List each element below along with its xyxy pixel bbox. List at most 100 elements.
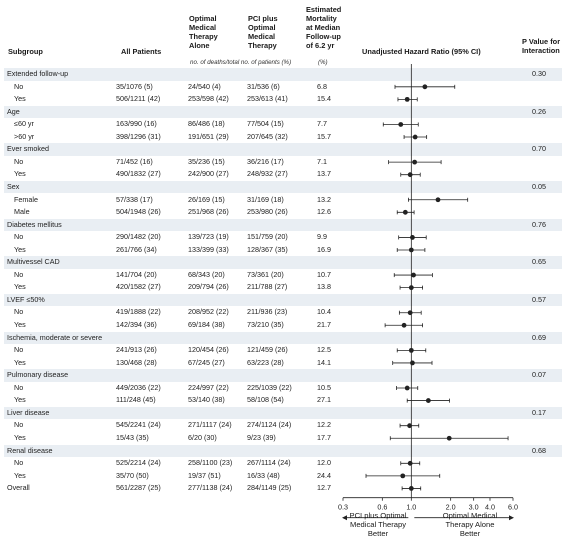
table-row: Yes 111/248 (45) 53/140 (38) 58/108 (54) 27.… bbox=[4, 394, 562, 407]
table-row: Yes 261/766 (34) 133/399 (33) 128/367 (35) 1… bbox=[4, 244, 562, 257]
x-tick-label: 3.0 bbox=[469, 503, 479, 512]
row-label: No bbox=[14, 420, 24, 430]
all-patients-cell: 290/1482 (20) bbox=[116, 232, 161, 242]
pci-cell: 121/459 (26) bbox=[247, 345, 288, 355]
row-label: No bbox=[14, 269, 24, 279]
subgroup-header: Subgroup bbox=[8, 47, 43, 56]
mortality-cell: 12.0 bbox=[317, 458, 331, 468]
mortality-cell: 27.1 bbox=[317, 395, 331, 405]
mortality-header: Estimated Mortality at Median Follow-up … bbox=[306, 5, 342, 50]
omt-cell: 120/454 (26) bbox=[188, 345, 229, 355]
omt-cell: 6/20 (30) bbox=[188, 432, 217, 442]
row-label: Male bbox=[14, 207, 30, 217]
row-label: Yes bbox=[14, 470, 26, 480]
omt-cell: 133/399 (33) bbox=[188, 244, 229, 254]
hazard-ratio-point bbox=[435, 197, 441, 203]
mortality-cell: 12.7 bbox=[317, 483, 331, 493]
mortality-cell: 21.7 bbox=[317, 320, 331, 329]
mortality-cell: 13.8 bbox=[317, 282, 331, 292]
interaction-p-value: 0.26 bbox=[532, 106, 546, 116]
row-label: Renal disease bbox=[7, 445, 53, 455]
subgroup-header-row: Sex 0.05 bbox=[4, 180, 562, 194]
omt-header: Optimal Medical Therapy Alone bbox=[189, 14, 218, 50]
row-label: Yes bbox=[14, 432, 26, 442]
row-label: Ever smoked bbox=[7, 144, 49, 154]
row-label: Sex bbox=[7, 181, 20, 191]
hazard-ratio-header: Unadjusted Hazard Ratio (95% CI) bbox=[362, 47, 481, 56]
pci-cell: 248/932 (27) bbox=[247, 169, 288, 179]
row-label: Yes bbox=[14, 357, 26, 367]
mortality-cell: 12.2 bbox=[317, 420, 331, 430]
pci-cell: 9/23 (39) bbox=[247, 432, 276, 442]
row-label: >60 yr bbox=[14, 131, 35, 141]
all-patients-cell: 490/1832 (27) bbox=[116, 169, 161, 179]
subgroup-header-row: LVEF ≤50% 0.57 bbox=[4, 293, 562, 307]
pci-cell: 211/936 (23) bbox=[247, 307, 288, 317]
omt-cell: 208/952 (22) bbox=[188, 307, 229, 317]
mortality-cell: 10.5 bbox=[317, 382, 331, 392]
omt-cell: 24/540 (4) bbox=[188, 81, 221, 91]
mortality-cell: 24.4 bbox=[317, 470, 331, 480]
pci-cell: 58/108 (54) bbox=[247, 395, 284, 405]
omt-cell: 86/486 (18) bbox=[188, 119, 225, 129]
subgroup-header-row: Diabetes mellitus 0.76 bbox=[4, 218, 562, 232]
all-patients-cell: 561/2287 (25) bbox=[116, 483, 161, 493]
row-label: No bbox=[14, 345, 24, 355]
hazard-ratio-point bbox=[408, 347, 414, 353]
subgroup-header-row: Ischemia, moderate or severe 0.69 bbox=[4, 331, 562, 345]
table-row: >60 yr 398/1296 (31) 191/651 (29) 207/645 (… bbox=[4, 131, 562, 144]
pci-cell: 73/210 (35) bbox=[247, 320, 284, 329]
hazard-ratio-point bbox=[425, 398, 431, 403]
pci-cell: 253/980 (26) bbox=[247, 207, 288, 217]
mortality-cell: 9.9 bbox=[317, 232, 327, 242]
row-label: Yes bbox=[14, 169, 26, 179]
pci-cell: 207/645 (32) bbox=[247, 131, 288, 141]
pci-cell: 31/536 (6) bbox=[247, 81, 280, 91]
table-row: Yes 420/1582 (27) 209/794 (26) 211/788 (27)… bbox=[4, 281, 562, 294]
hazard-ratio-point bbox=[412, 159, 418, 165]
row-label: No bbox=[14, 232, 24, 242]
all-patients-cell: 35/1076 (5) bbox=[116, 81, 153, 91]
table-row: No 419/1888 (22) 208/952 (22) 211/936 (23) 1… bbox=[4, 306, 562, 319]
all-patients-cell: 504/1948 (26) bbox=[116, 207, 161, 217]
pci-cell: 253/613 (41) bbox=[247, 94, 288, 104]
hazard-ratio-point bbox=[408, 486, 414, 491]
omt-cell: 277/1138 (24) bbox=[188, 483, 233, 493]
row-label: No bbox=[14, 382, 24, 392]
pci-cell: 128/367 (35) bbox=[247, 244, 288, 254]
right-arrow-head bbox=[509, 515, 514, 521]
omt-cell: 258/1100 (23) bbox=[188, 458, 233, 468]
table-row: No 525/2214 (24) 258/1100 (23) 267/1114 (24… bbox=[4, 457, 562, 470]
left-arrow-head bbox=[342, 515, 347, 521]
row-label: No bbox=[14, 458, 24, 468]
hazard-ratio-point bbox=[407, 310, 413, 316]
hazard-ratio-point bbox=[411, 272, 416, 278]
omt-cell: 242/900 (27) bbox=[188, 169, 229, 179]
table-row: Yes 142/394 (36) 69/184 (38) 73/210 (35) 21.… bbox=[4, 319, 562, 332]
row-label: Pulmonary disease bbox=[7, 370, 69, 380]
subgroup-header-row: Multivessel CAD 0.65 bbox=[4, 256, 562, 269]
omt-cell: 139/723 (19) bbox=[188, 232, 229, 242]
all-patients-cell: 241/913 (26) bbox=[116, 345, 157, 355]
row-label: Yes bbox=[14, 282, 26, 292]
row-label: No bbox=[14, 307, 24, 317]
row-label: Yes bbox=[14, 320, 26, 329]
all-patients-cell: 261/766 (34) bbox=[116, 244, 157, 254]
row-label: Diabetes mellitus bbox=[7, 219, 62, 229]
omt-cell: 53/140 (38) bbox=[188, 395, 225, 405]
pci-cell: 211/788 (27) bbox=[247, 282, 288, 292]
mortality-cell: 17.7 bbox=[317, 432, 331, 442]
right-favor-caption: Optimal Medical Therapy Alone Better bbox=[442, 511, 498, 538]
all-patients-cell: 525/2214 (24) bbox=[116, 458, 161, 468]
hazard-ratio-point bbox=[412, 134, 418, 140]
mortality-cell: 10.4 bbox=[317, 307, 331, 317]
omt-cell: 67/245 (27) bbox=[188, 357, 225, 367]
row-label: ≤60 yr bbox=[14, 119, 34, 129]
all-patients-cell: 142/394 (36) bbox=[116, 320, 157, 329]
pci-cell: 16/33 (48) bbox=[247, 470, 280, 480]
table-row: No 290/1482 (20) 139/723 (19) 151/759 (20) 9… bbox=[4, 231, 562, 244]
all-patients-header: All Patients bbox=[121, 47, 162, 56]
omt-cell: 251/968 (26) bbox=[188, 207, 229, 217]
table-row: Male 504/1948 (26) 251/968 (26) 253/980 (26… bbox=[4, 206, 562, 219]
